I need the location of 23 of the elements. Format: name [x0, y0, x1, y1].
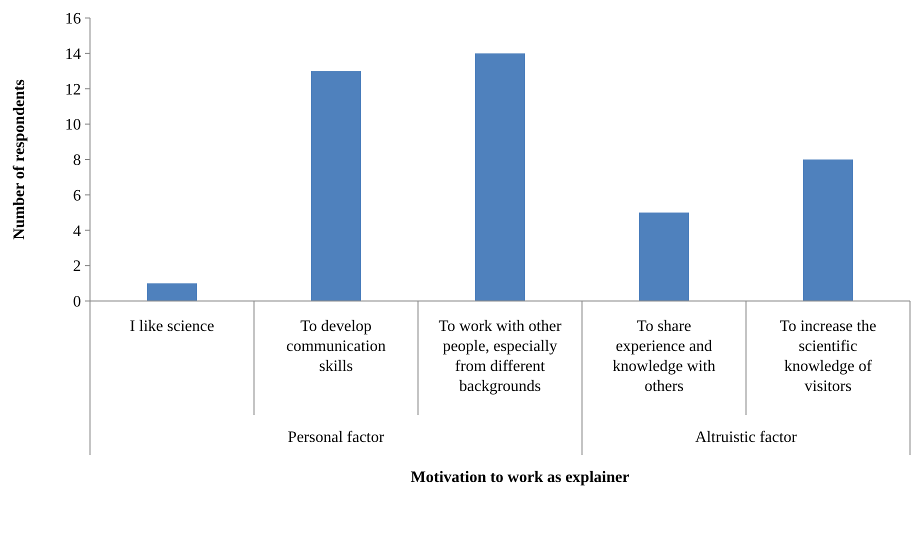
y-tick-label: 8 — [73, 152, 81, 170]
y-tick-label: 16 — [65, 10, 81, 28]
x-tick-label: To develop communication skills — [286, 318, 386, 375]
y-tick-label: 0 — [73, 294, 81, 311]
bar — [475, 53, 525, 301]
y-tick-label: 6 — [73, 187, 81, 204]
bar — [803, 160, 853, 301]
bar — [639, 212, 689, 301]
x-tick-label: To share experience and knowledge with others — [612, 318, 716, 395]
x-tick-label: I like science — [130, 318, 214, 335]
text: Altruistic factor — [695, 429, 798, 446]
y-tick-label: 2 — [73, 258, 81, 276]
text: Personal factor — [288, 429, 385, 446]
y-tick-label: 4 — [73, 222, 81, 240]
x-axis-title: Motivation to work as explainer — [410, 469, 630, 486]
y-axis-title: Number of respondents — [11, 79, 28, 240]
y-tick-label: 12 — [65, 81, 81, 98]
bar — [311, 71, 361, 301]
y-tick-label: 10 — [65, 116, 81, 134]
bar — [147, 283, 197, 301]
x-tick-label: To increase the scientific knowledge of visitors — [780, 318, 876, 395]
x-tick-label: To work with other people, especially from different backgrounds — [438, 318, 562, 395]
y-tick-label: 14 — [65, 46, 81, 63]
